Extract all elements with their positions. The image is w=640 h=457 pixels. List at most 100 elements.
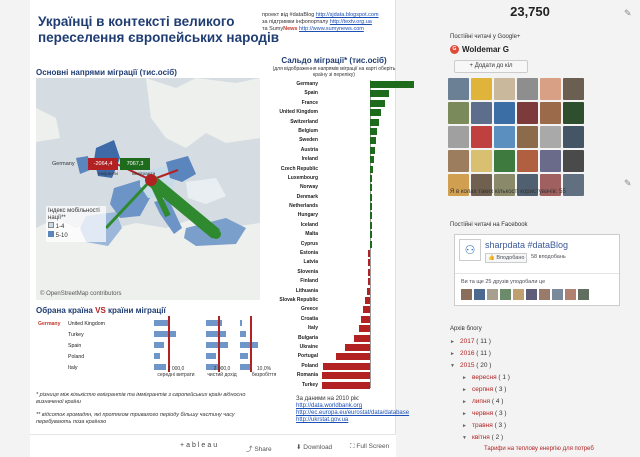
selection-row[interactable]: Italy bbox=[36, 362, 260, 373]
follower-avatar[interactable] bbox=[517, 150, 538, 172]
follower-avatar[interactable] bbox=[540, 150, 561, 172]
saldo-bar[interactable] bbox=[370, 81, 414, 88]
saldo-bar[interactable] bbox=[370, 156, 374, 164]
edit-widget-icon[interactable]: ✎ bbox=[624, 8, 632, 18]
expand-arrow-icon[interactable]: ► bbox=[462, 411, 467, 417]
saldo-bar-row[interactable]: Ukraine bbox=[260, 343, 396, 352]
saldo-bar[interactable] bbox=[335, 353, 370, 361]
saldo-bar-row[interactable]: Turkey bbox=[260, 381, 396, 390]
archive-item[interactable]: ► липня ( 4 ) bbox=[450, 398, 640, 410]
saldo-bar-row[interactable]: Iceland bbox=[260, 221, 396, 230]
saldo-bar[interactable] bbox=[370, 118, 380, 126]
archive-item[interactable]: ► травня ( 3 ) bbox=[450, 422, 640, 434]
archive-item[interactable]: ▼ квітня ( 2 ) bbox=[450, 434, 640, 446]
archive-item[interactable]: ► червня ( 3 ) bbox=[450, 410, 640, 422]
archive-link[interactable]: вересня bbox=[472, 374, 497, 381]
follower-avatar[interactable] bbox=[471, 78, 492, 100]
saldo-bar[interactable] bbox=[370, 221, 372, 229]
source-link-worldbank[interactable]: http://data.worldbank.org bbox=[296, 403, 363, 409]
saldo-bar-row[interactable]: Belgium bbox=[260, 127, 396, 136]
saldo-bar-row[interactable]: Malta bbox=[260, 230, 396, 239]
follower-avatar[interactable] bbox=[448, 150, 469, 172]
saldo-bar-row[interactable]: Estonia bbox=[260, 249, 396, 258]
saldo-bar-row[interactable]: France bbox=[260, 99, 396, 108]
archive-item[interactable]: ► вересня ( 1 ) bbox=[450, 374, 640, 386]
saldo-bar[interactable] bbox=[322, 381, 370, 389]
fb-page-name[interactable]: sharpdata #dataBlog bbox=[485, 240, 569, 250]
saldo-bar[interactable] bbox=[323, 362, 370, 370]
saldo-bar-row[interactable]: Luxembourg bbox=[260, 174, 396, 183]
follower-avatar[interactable] bbox=[494, 174, 515, 196]
saldo-bar[interactable] bbox=[368, 259, 370, 267]
saldo-bar[interactable] bbox=[368, 278, 370, 286]
source-link-ukrstat[interactable]: http://ukrstat.gov.ua bbox=[296, 417, 349, 423]
follower-avatar[interactable] bbox=[540, 102, 561, 124]
saldo-bar[interactable] bbox=[365, 296, 370, 304]
archive-item[interactable]: ▼ 2015 ( 20 ) bbox=[450, 362, 640, 374]
saldo-bar-row[interactable]: Poland bbox=[260, 362, 396, 371]
follower-avatar[interactable] bbox=[494, 126, 515, 148]
expand-arrow-icon[interactable]: ► bbox=[450, 351, 455, 357]
credit-link-sumynews[interactable]: http://www.sumynews.com bbox=[299, 26, 364, 32]
saldo-bar[interactable] bbox=[370, 184, 373, 192]
fb-page-logo[interactable]: ⚇ bbox=[459, 239, 481, 261]
saldo-bar[interactable] bbox=[370, 203, 372, 211]
saldo-bar[interactable] bbox=[370, 240, 372, 248]
follower-avatar[interactable] bbox=[563, 174, 584, 196]
archive-link[interactable]: 2015 bbox=[460, 362, 475, 369]
follower-avatar[interactable] bbox=[563, 102, 584, 124]
collapse-arrow-icon[interactable]: ▼ bbox=[450, 363, 455, 369]
edit-gplus-widget-icon[interactable]: ✎ bbox=[624, 178, 632, 188]
selection-row[interactable]: Turkey bbox=[36, 329, 260, 340]
migration-map[interactable]: Germany -2064,4 7067,3 еміранти іммігран… bbox=[36, 78, 260, 300]
saldo-bar-chart[interactable]: Germany Spain France United Kingdom Switzerl… bbox=[260, 80, 414, 390]
expand-arrow-icon[interactable]: ► bbox=[462, 375, 467, 381]
follower-avatar[interactable] bbox=[517, 78, 538, 100]
add-to-circles-button[interactable]: + Додати до кіл bbox=[454, 60, 528, 73]
saldo-bar-row[interactable]: Sweden bbox=[260, 136, 396, 145]
follower-avatar[interactable] bbox=[471, 102, 492, 124]
gplus-profile[interactable]: G Woldemar G bbox=[450, 45, 509, 55]
follower-avatar[interactable] bbox=[448, 78, 469, 100]
saldo-bar-row[interactable]: Finland bbox=[260, 277, 396, 286]
saldo-bar[interactable] bbox=[370, 127, 378, 135]
download-button[interactable]: ⬇ Download bbox=[296, 444, 333, 451]
saldo-bar-row[interactable]: Netherlands bbox=[260, 202, 396, 211]
selection-table[interactable]: Germany United Kingdom Turkey Spain Poland It… bbox=[36, 318, 260, 373]
saldo-bar[interactable] bbox=[358, 325, 370, 333]
follower-avatar[interactable] bbox=[471, 150, 492, 172]
saldo-bar[interactable] bbox=[370, 109, 382, 117]
expand-arrow-icon[interactable]: ► bbox=[462, 387, 467, 393]
archive-post-link[interactable]: Тарифи на теплову енергію для потреб bbox=[484, 446, 594, 452]
saldo-bar[interactable] bbox=[370, 174, 373, 182]
saldo-bar-row[interactable]: Switzerland bbox=[260, 118, 396, 127]
saldo-bar-row[interactable]: Greece bbox=[260, 305, 396, 314]
follower-avatar[interactable] bbox=[494, 78, 515, 100]
saldo-bar-row[interactable]: Bulgaria bbox=[260, 334, 396, 343]
selection-row[interactable]: Germany United Kingdom bbox=[36, 318, 260, 329]
archive-item[interactable]: ► серпня ( 3 ) bbox=[450, 386, 640, 398]
saldo-bar[interactable] bbox=[366, 287, 370, 295]
follower-avatar[interactable] bbox=[517, 102, 538, 124]
saldo-bar[interactable] bbox=[322, 372, 370, 380]
saldo-bar[interactable] bbox=[370, 99, 385, 107]
saldo-bar[interactable] bbox=[368, 250, 370, 258]
saldo-bar-row[interactable]: Croatia bbox=[260, 315, 396, 324]
saldo-bar-row[interactable]: Romania bbox=[260, 371, 396, 380]
expand-arrow-icon[interactable]: ► bbox=[462, 423, 467, 429]
follower-avatar[interactable] bbox=[448, 102, 469, 124]
fullscreen-button[interactable]: ⛶ Full Screen bbox=[350, 443, 390, 450]
expand-arrow-icon[interactable]: ► bbox=[462, 399, 467, 405]
share-button[interactable]: ⤴ Share bbox=[246, 446, 272, 453]
follower-avatar[interactable] bbox=[517, 174, 538, 196]
follower-avatar[interactable] bbox=[517, 126, 538, 148]
saldo-bar[interactable] bbox=[370, 231, 372, 239]
saldo-bar-row[interactable]: Latvia bbox=[260, 258, 396, 267]
credit-link-textv[interactable]: http://textv.org.ua bbox=[329, 19, 372, 25]
saldo-bar[interactable] bbox=[363, 306, 370, 314]
follower-avatar[interactable] bbox=[448, 126, 469, 148]
saldo-bar-row[interactable]: United Kingdom bbox=[260, 108, 396, 117]
saldo-bar-row[interactable]: Italy bbox=[260, 324, 396, 333]
tableau-logo[interactable]: +ableau bbox=[180, 442, 220, 449]
saldo-bar[interactable] bbox=[368, 268, 370, 276]
